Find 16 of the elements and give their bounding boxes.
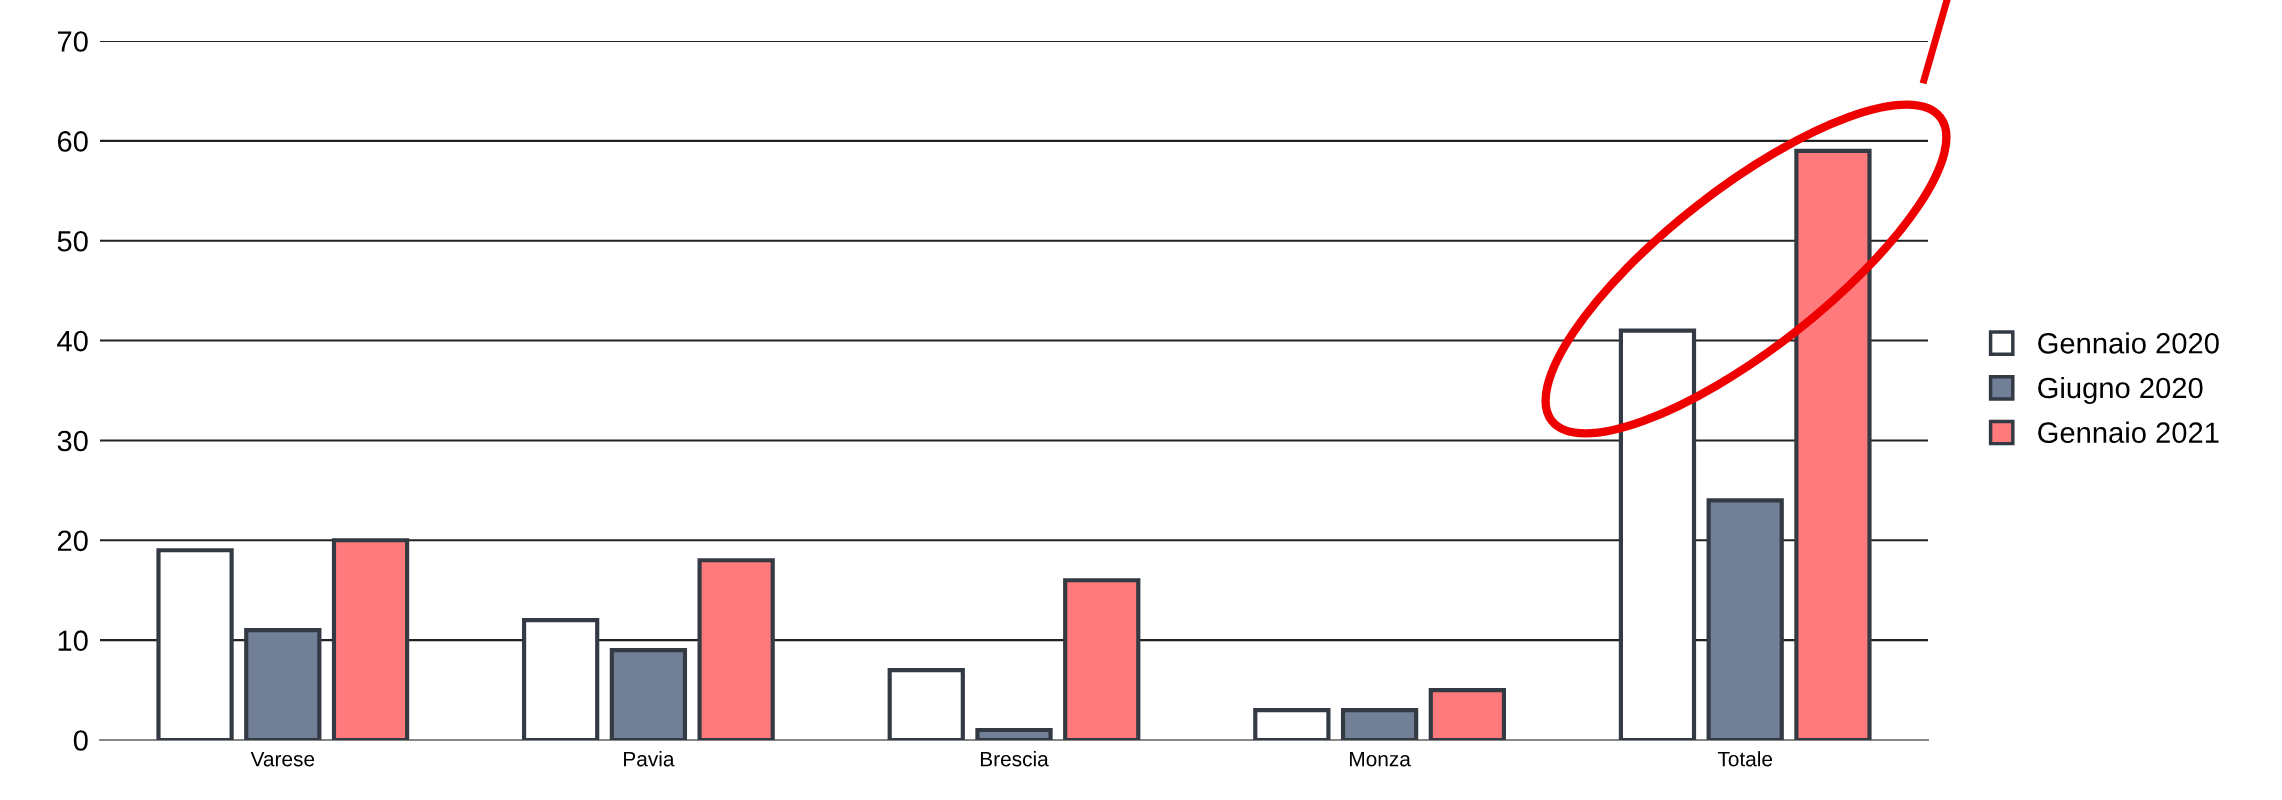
x-tick-label: Totale — [1717, 751, 1773, 767]
y-tick-label: 20 — [57, 530, 88, 552]
y-tick-label: 0 — [73, 730, 88, 751]
y-tick-label: 60 — [57, 131, 88, 152]
y-tick-label: 30 — [57, 430, 88, 452]
x-tick-label: Pavia — [624, 751, 675, 767]
y-tick-label: 70 — [57, 31, 88, 52]
legend-label: Gennaio 2021 — [2038, 421, 2219, 444]
x-tick-label: Brescia — [980, 751, 1049, 767]
y-tick-label: 40 — [57, 330, 88, 352]
legend-label: Gennaio 2020 — [2038, 332, 2219, 354]
y-tick-label: 10 — [58, 630, 88, 651]
x-tick-label: Monza — [1350, 751, 1411, 767]
legend-label: Giugno 2020 — [2038, 376, 2203, 405]
x-tick-label: Varese — [250, 751, 315, 767]
y-tick-label: 50 — [57, 230, 88, 252]
